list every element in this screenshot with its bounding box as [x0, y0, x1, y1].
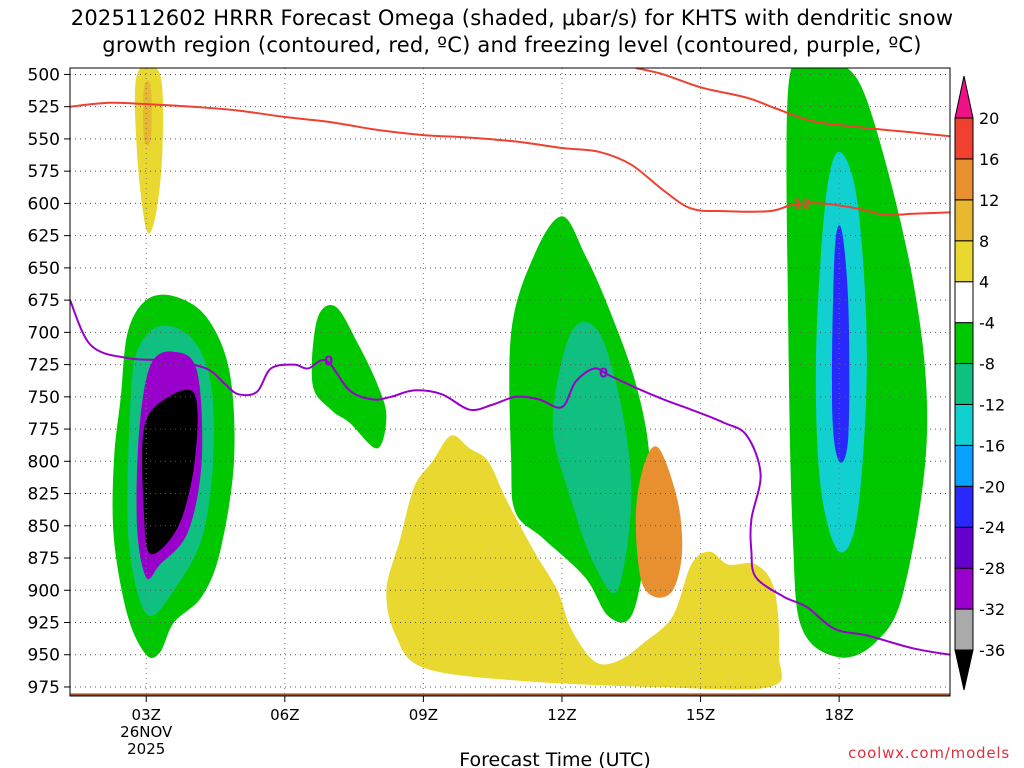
colorbar-label-13: 20	[979, 109, 999, 128]
colorbar-segment-2	[954, 526, 974, 569]
credit-link[interactable]: coolwx.com/models	[848, 744, 1010, 762]
colorbar-label-10: 8	[979, 232, 989, 251]
colorbar-label-6: -12	[979, 395, 1005, 414]
colorbar-segment-1	[954, 567, 974, 610]
colorbar-label-1: -32	[979, 600, 1005, 619]
y-tick-label-600: 600	[28, 194, 60, 214]
contour-label-1: 0	[599, 366, 608, 381]
y-tick-label-825: 825	[28, 485, 60, 505]
plot-frame	[69, 67, 951, 697]
colorbar-label-7: -8	[979, 355, 995, 374]
colorbar-max-triangle	[954, 75, 974, 119]
colorbar-segment-4	[954, 444, 974, 487]
y-tick-label-925: 925	[28, 613, 60, 633]
dgz-minus18-line	[635, 68, 950, 138]
colorbar-label-4: -20	[979, 477, 1005, 496]
colorbar-segment-6	[954, 363, 974, 405]
grid	[70, 68, 950, 696]
omega-region-left-ascent-black	[142, 389, 198, 555]
date-label-1: 2025	[127, 740, 165, 758]
colorbar-segment-5	[954, 403, 974, 446]
colorbar: -36 -32 -28 -24 -20 -16 -12 -8 -4 4 8 12 16 20	[954, 75, 1005, 691]
y-tick-label-900: 900	[28, 581, 60, 601]
omega-shading	[70, 68, 950, 696]
omega-region-mid-green-blob	[311, 304, 387, 449]
date-label-0: 26NOV	[120, 723, 173, 741]
omega-region-upper-left-rising	[134, 68, 164, 234]
colorbar-segment-0	[954, 608, 974, 651]
y-tick-label-575: 575	[28, 162, 60, 182]
x-tick-label-06Z: 06Z	[270, 706, 299, 724]
axes: 500 525 550 575 600 625 650 675 700 725 750 775 800 8…	[28, 65, 951, 768]
colorbar-label-2: -28	[979, 559, 1005, 578]
colorbar-label-9: 4	[979, 273, 989, 292]
contours: 0 0 12	[70, 68, 950, 656]
colorbar-label-8: -4	[979, 314, 995, 333]
colorbar-min-triangle	[954, 649, 974, 691]
y-tick-label-725: 725	[28, 356, 60, 376]
y-tick-label-550: 550	[28, 130, 60, 150]
y-tick-label-625: 625	[28, 227, 60, 247]
colorbar-segment-12	[954, 117, 974, 160]
colorbar-segment-3	[954, 485, 974, 528]
colorbar-segment-8	[954, 281, 974, 324]
y-tick-label-500: 500	[28, 65, 60, 85]
contour-label-2: 12	[793, 197, 811, 212]
contour-label-0: 0	[324, 355, 333, 370]
colorbar-segment-9	[954, 240, 974, 283]
y-tick-label-950: 950	[28, 646, 60, 666]
colorbar-label-3: -24	[979, 518, 1005, 537]
chart-title-line-1: 2025112602 HRRR Forecast Omega (shaded, …	[70, 6, 954, 30]
y-tick-label-750: 750	[28, 388, 60, 408]
omega-region-right-ascent-black-core	[831, 225, 850, 463]
y-tick-label-650: 650	[28, 259, 60, 279]
y-tick-label-800: 800	[28, 452, 60, 472]
y-tick-label-875: 875	[28, 549, 60, 569]
y-tick-label-850: 850	[28, 517, 60, 537]
y-tick-label-525: 525	[28, 98, 60, 118]
colorbar-label-12: 16	[979, 150, 999, 169]
x-tick-label-09Z: 09Z	[409, 706, 438, 724]
colorbar-segment-10	[954, 199, 974, 242]
x-tick-label-03Z: 03Z	[132, 706, 161, 724]
y-tick-label-700: 700	[28, 323, 60, 343]
x-tick-label-18Z: 18Z	[824, 706, 853, 724]
colorbar-segment-7	[954, 322, 974, 365]
chart-title-line-2: growth region (contoured, red, ºC) and f…	[102, 33, 922, 57]
colorbar-label-0: -36	[979, 641, 1005, 660]
y-tick-label-775: 775	[28, 420, 60, 440]
x-tick-label-15Z: 15Z	[686, 706, 715, 724]
terrain-strip	[70, 693, 950, 696]
omega-region-subsidence-center	[386, 435, 782, 690]
omega-region-upper-left-rising-core	[143, 80, 152, 146]
freezing-level-line	[70, 299, 950, 656]
colorbar-label-11: 12	[979, 191, 999, 210]
x-axis-label: Forecast Time (UTC)	[459, 749, 650, 768]
colorbar-label-5: -16	[979, 436, 1005, 455]
x-tick-label-12Z: 12Z	[547, 706, 576, 724]
dgz-minus12-line	[70, 101, 950, 217]
omega-region-subsidence-peak	[635, 446, 683, 598]
y-tick-label-975: 975	[28, 678, 60, 698]
y-tick-label-675: 675	[28, 291, 60, 311]
colorbar-segment-11	[954, 158, 974, 201]
